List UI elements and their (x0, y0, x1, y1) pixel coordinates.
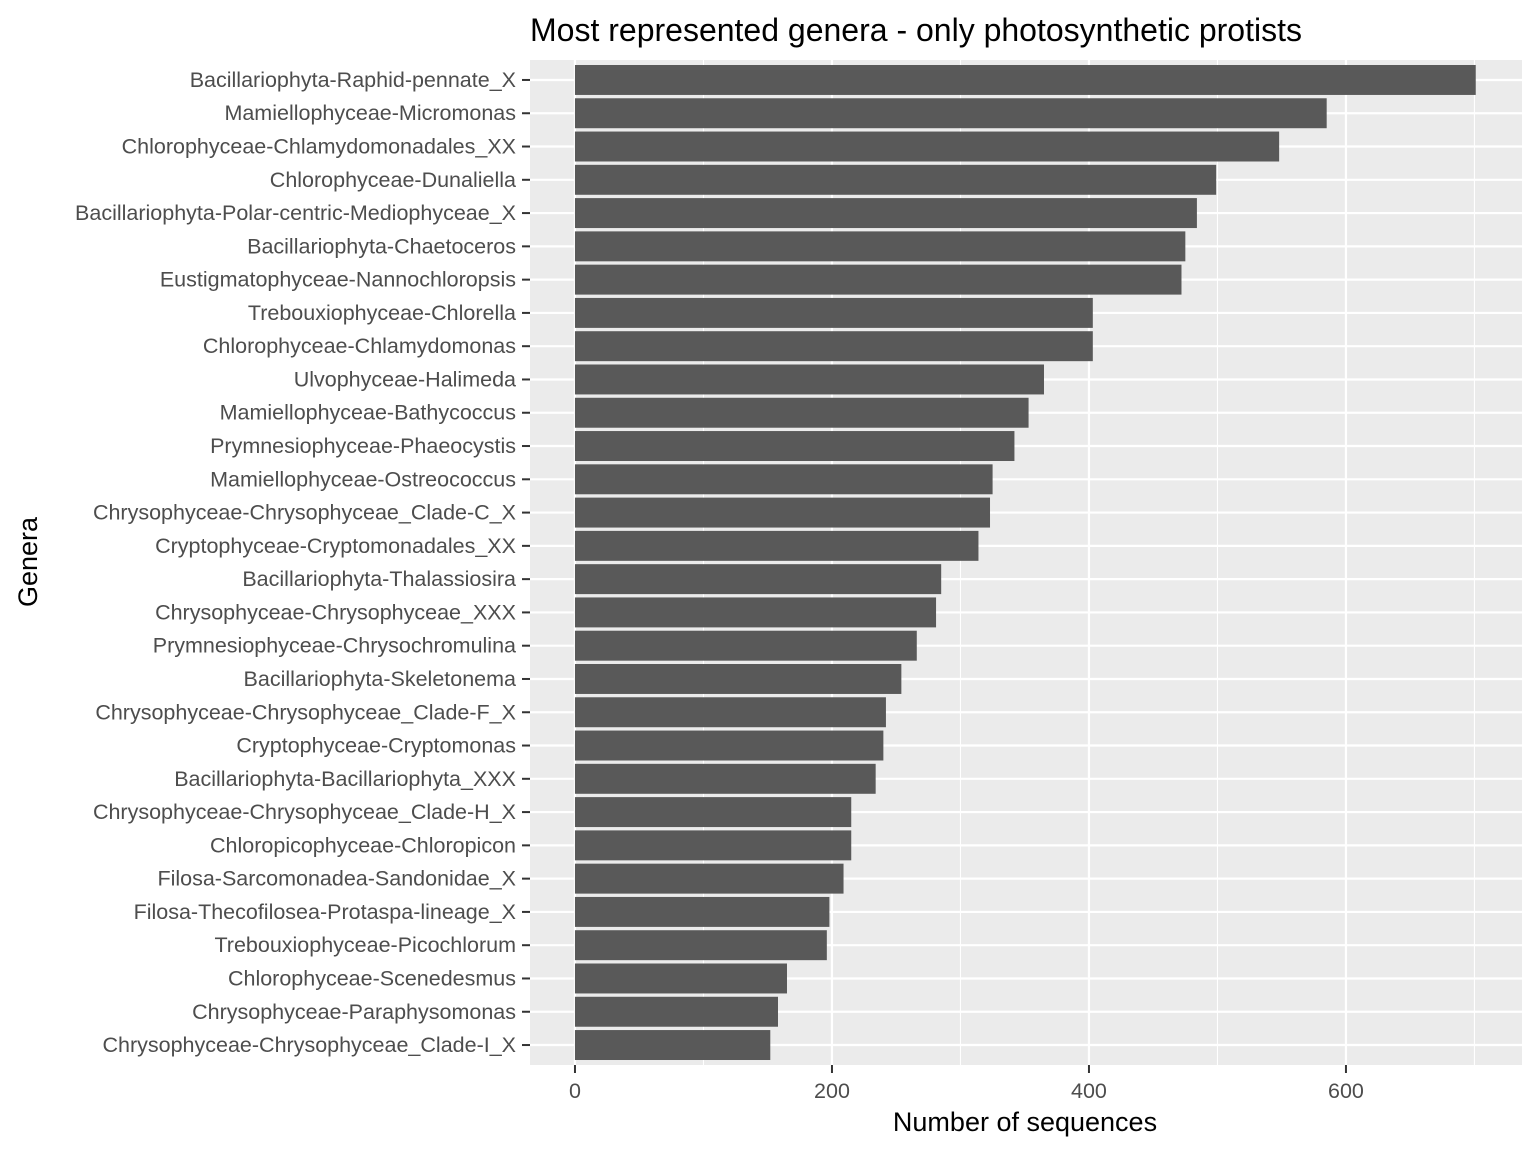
x-tick-label: 200 (814, 1079, 850, 1103)
bar (574, 530, 979, 561)
bar (574, 431, 1015, 462)
bar (574, 164, 1217, 195)
x-axis: 0 200 400 600 (569, 1065, 1364, 1103)
y-tick-label: Bacillariophyta-Polar-centric-Mediophyce… (75, 201, 516, 225)
y-tick-label: Ulvophyceae-Halimeda (294, 367, 516, 391)
bar (574, 98, 1327, 129)
y-tick-label: Chrysophyceae-Chrysophyceae_Clade-F_X (95, 700, 516, 724)
bar (574, 830, 852, 861)
y-tick-label: Cryptophyceae-Cryptomonadales_XX (155, 534, 516, 558)
y-tick-label: Chlorophyceae-Chlamydomonas (203, 334, 516, 358)
bar (574, 863, 844, 894)
bar (574, 730, 884, 761)
y-tick-label: Chrysophyceae-Chrysophyceae_Clade-H_X (93, 800, 516, 824)
y-tick-label: Chrysophyceae-Chrysophyceae_XXX (155, 600, 516, 624)
bar (574, 597, 937, 628)
y-tick-label: Chrysophyceae-Paraphysomonas (192, 1000, 516, 1024)
bar (574, 697, 886, 728)
bar (574, 264, 1182, 295)
y-tick-label: Bacillariophyta-Bacillariophyta_XXX (174, 767, 516, 791)
bar (574, 896, 830, 927)
y-tick-label: Cryptophyceae-Cryptomonas (236, 734, 516, 758)
bar (574, 198, 1197, 229)
bar (574, 397, 1029, 428)
y-tick-label: Chrysophyceae-Chrysophyceae_Clade-I_X (103, 1033, 517, 1057)
bar (574, 231, 1186, 262)
bar (574, 464, 993, 495)
bar (574, 131, 1280, 162)
bar (574, 364, 1044, 395)
bar (574, 663, 902, 694)
x-axis-title: Number of sequences (893, 1107, 1157, 1137)
y-tick-label: Chlorophyceae-Scenedesmus (228, 966, 516, 990)
y-tick-label: Filosa-Sarcomonadea-Sandonidae_X (157, 867, 516, 891)
y-tick-label: Mamiellophyceae-Ostreococcus (210, 467, 516, 491)
y-tick-label: Prymnesiophyceae-Phaeocystis (210, 434, 516, 458)
bar (574, 930, 827, 961)
bar (574, 297, 1093, 328)
y-tick-label: Chrysophyceae-Chrysophyceae_Clade-C_X (93, 501, 516, 525)
y-tick-label: Eustigmatophyceae-Nannochloropsis (160, 268, 516, 292)
x-tick-label: 0 (569, 1079, 581, 1103)
bar (574, 1030, 771, 1061)
y-tick-label: Prymnesiophyceae-Chrysochromulina (153, 634, 516, 658)
y-tick-label: Mamiellophyceae-Micromonas (224, 101, 516, 125)
bar (574, 763, 876, 794)
bar (574, 564, 942, 595)
bar (574, 64, 1476, 95)
bars (574, 64, 1476, 1061)
y-tick-label: Filosa-Thecofilosea-Protaspa-lineage_X (134, 900, 516, 924)
y-tick-label: Chlorophyceae-Dunaliella (270, 168, 516, 192)
chart-title: Most represented genera - only photosynt… (530, 12, 1302, 48)
bar (574, 497, 991, 528)
bar (574, 630, 917, 661)
x-tick-label: 400 (1071, 1079, 1107, 1103)
bar (574, 996, 778, 1027)
bar (574, 797, 852, 828)
y-tick-label: Trebouxiophyceae-Chlorella (248, 301, 516, 325)
y-axis: Bacillariophyta-Raphid-pennate_X Mamiello… (75, 68, 530, 1057)
y-tick-label: Bacillariophyta-Skeletonema (244, 667, 517, 691)
bar (574, 331, 1093, 362)
y-axis-title: Genera (13, 516, 43, 607)
y-tick-label: Trebouxiophyceae-Picochlorum (214, 933, 516, 957)
y-tick-label: Bacillariophyta-Chaetoceros (247, 234, 516, 258)
y-tick-label: Chlorophyceae-Chlamydomonadales_XX (122, 135, 516, 159)
y-tick-label: Chloropicophyceae-Chloropicon (210, 833, 516, 857)
y-tick-label: Bacillariophyta-Raphid-pennate_X (190, 68, 516, 92)
y-tick-label: Bacillariophyta-Thalassiosira (242, 567, 516, 591)
y-tick-label: Mamiellophyceae-Bathycoccus (220, 401, 516, 425)
bar (574, 963, 787, 994)
x-tick-label: 600 (1328, 1079, 1364, 1103)
